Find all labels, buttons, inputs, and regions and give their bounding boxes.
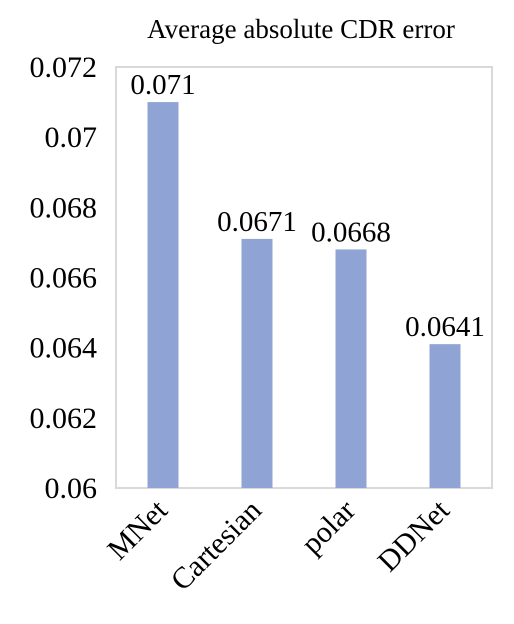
y-tick-label: 0.068	[30, 191, 98, 224]
x-tick-label: polar	[295, 494, 362, 561]
y-axis-tick-labels: 0.06 0.062 0.064 0.066 0.068 0.07 0.072	[30, 51, 98, 505]
plot-area-frame	[115, 66, 493, 489]
chart-title: Average absolute CDR error	[147, 14, 455, 44]
bar-value-label: 0.0641	[405, 311, 485, 343]
y-tick-label: 0.062	[30, 402, 98, 435]
bar	[429, 344, 461, 488]
bar	[147, 102, 179, 488]
bar-series	[147, 102, 461, 488]
bar	[241, 238, 273, 488]
y-tick-label: 0.07	[45, 121, 98, 154]
y-tick-label: 0.066	[30, 262, 98, 295]
data-labels: 0.071 0.0671 0.0668 0.0641	[130, 69, 485, 343]
bar-value-label: 0.0671	[217, 206, 297, 238]
bar	[335, 249, 367, 488]
y-tick-label: 0.064	[30, 332, 98, 365]
x-tick-label: DDNet	[371, 493, 456, 578]
y-tick-label: 0.072	[30, 51, 98, 84]
x-tick-label: MNet	[101, 493, 174, 566]
bar-value-label: 0.071	[130, 69, 195, 101]
y-tick-label: 0.06	[45, 472, 98, 505]
x-tick-label: Cartesian	[165, 494, 268, 597]
bar-value-label: 0.0668	[311, 216, 391, 248]
